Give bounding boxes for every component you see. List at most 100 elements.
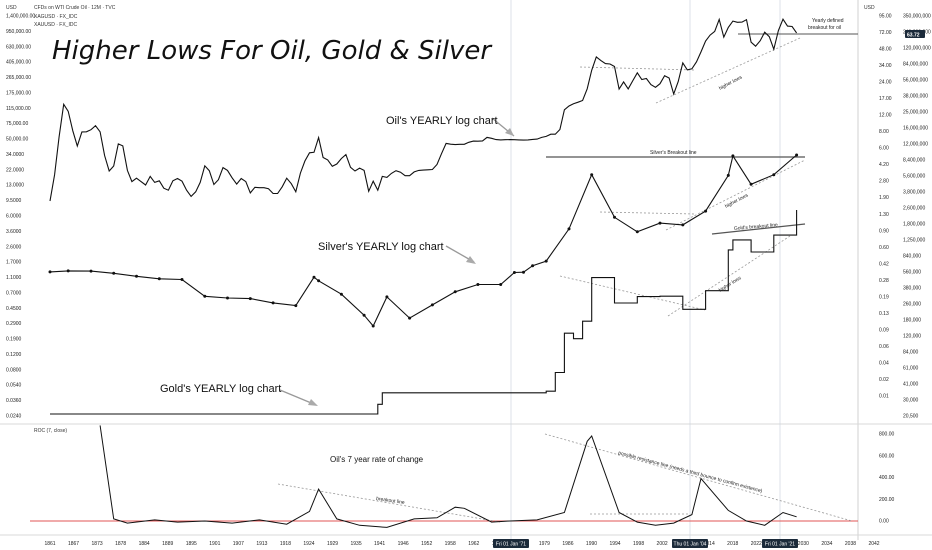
x-axis-label: 1889 [162, 541, 173, 547]
roc-axis-label: 600.00 [879, 453, 895, 459]
silver-higher-lows-line [665, 159, 806, 231]
silver-point [89, 269, 93, 273]
x-highlight-label: Thu 01 Jan '04 [674, 542, 707, 548]
x-axis-label: 1913 [256, 541, 267, 547]
left-axis-label: 0.0800 [6, 367, 22, 373]
x-axis-label: 1895 [186, 541, 197, 547]
roc-7-close--line [99, 425, 797, 528]
right-axis-oil-label: 0.19 [879, 294, 889, 300]
x-axis-label: 1958 [445, 541, 456, 547]
right-axis-wide-label: 20,500 [903, 414, 919, 420]
right-axis-wide-label: 120,000,000 [903, 46, 931, 52]
silver-point [408, 316, 412, 320]
symbol-line: CFDs on WTI Crude Oil · 12M · TVC [34, 5, 116, 11]
left-axis-label: 630,000.00 [6, 44, 31, 50]
price-badge-text: 63.72 [907, 33, 920, 39]
price-badge: 63.72 [905, 30, 925, 39]
right-axis-oil-label: 6.00 [879, 146, 889, 152]
gold-arrow-head [308, 399, 318, 406]
silver-point [795, 153, 799, 157]
silver-point [248, 297, 252, 301]
x-axis-label: 1935 [350, 541, 361, 547]
right-axis-wide-label: 2,600,000 [903, 206, 925, 212]
left-axis-label: 1.7000 [6, 260, 22, 266]
right-axis-wide-label: 56,000,000 [903, 78, 928, 84]
silver-point [531, 264, 535, 268]
silver-point [522, 270, 525, 274]
roc-axis-label: 800.00 [879, 432, 895, 438]
silver-point [613, 215, 616, 219]
silver-point [499, 283, 503, 286]
left-axis-label: 3.6000 [6, 229, 22, 235]
silver-point [48, 270, 52, 274]
roc-axis: 800.00 600.00 400.00 200.00 0.00 [879, 432, 895, 525]
x-axis-label: 1918 [280, 541, 291, 547]
overlay-gold: XAUUSD · FX_IDC [34, 22, 77, 28]
silver-label: Silver's YEARLY log chart [318, 241, 444, 253]
x-highlights: Fri 01 Jan '71 Thu 01 Jan '04 Fri 01 Jan '… [493, 539, 798, 548]
right-axis-oil-label: 0.01 [879, 394, 889, 400]
right-axis-oil-label: 0.02 [879, 377, 889, 383]
silver-point [726, 173, 730, 177]
right-axis-wide-label: 1,800,000 [903, 222, 925, 228]
x-axis-label: 2034 [821, 541, 832, 547]
right-axis-oil-label: 2.80 [879, 179, 889, 185]
left-axis-label: 13.0000 [6, 183, 24, 189]
x-axis-label: 1986 [562, 541, 573, 547]
left-axis-label: 2.6000 [6, 244, 22, 250]
left-axis-label: 75,000.00 [6, 121, 28, 127]
yearly-defined-2: breakout for oil [808, 25, 841, 31]
roc-breakout-label: breakout line [376, 496, 405, 506]
left-axis-label: 175,000.00 [6, 90, 31, 96]
gold-label: Gold's YEARLY log chart [160, 383, 281, 395]
silver-point [135, 274, 138, 278]
left-axis-label: 34.0000 [6, 152, 24, 158]
left-axis-label: 0.1200 [6, 352, 22, 358]
x-highlight-bg [493, 539, 529, 548]
right-axis-oil-label: 95.00 [879, 14, 892, 20]
x-axis-label: 1878 [115, 541, 126, 547]
right-axis-wide-label: 260,000 [903, 302, 921, 308]
silver-point [317, 279, 321, 283]
right-axis-wide: 350,000,000240,000,000120,000,00084,000,… [903, 14, 931, 420]
silver-point [704, 209, 708, 213]
x-axis-label: 1907 [233, 541, 244, 547]
silver-arrow-head [466, 256, 476, 264]
silver-point [371, 324, 375, 328]
x-axis-label: 1990 [586, 541, 597, 547]
indicator-label: ROC (7, close) [34, 428, 67, 434]
right-axis-wide-label: 61,000 [903, 366, 919, 372]
left-axis-label: 0.0240 [6, 414, 22, 420]
right-axis-wide-label: 1,250,000 [903, 238, 925, 244]
x-axis-label: 1924 [303, 541, 314, 547]
right-axis-wide-label: 16,000,000 [903, 126, 928, 132]
left-axis-label: 0.7000 [6, 290, 22, 296]
left-axis-label: 50,000.00 [6, 137, 28, 143]
silver-point [294, 304, 298, 308]
right-axis-wide-label: 38,000,000 [903, 94, 928, 100]
left-axis-label: 22.0000 [6, 167, 24, 173]
silver-point [635, 230, 639, 234]
right-axis-oil-label: 72.00 [879, 30, 892, 36]
right-axis-oil-label: 0.90 [879, 228, 889, 234]
left-axis-label: 115,000.00 [6, 106, 31, 112]
right-axis-oil-label: 12.00 [879, 113, 892, 119]
right-axis-oil: 95.00 72.00 48.00 34.00 24.00 17.00 12.00 8.00 6… [879, 14, 892, 400]
left-axis-label: 6.0000 [6, 214, 22, 220]
left-axis-label: 950,000.00 [6, 29, 31, 35]
x-axis-label: 2042 [868, 541, 879, 547]
silver-dotted-range [599, 211, 696, 215]
x-axis-label: 1873 [92, 541, 103, 547]
x-highlight-label: Fri 01 Jan '71 [496, 542, 526, 548]
right-axis-wide-label: 5,600,000 [903, 174, 925, 180]
left-axis-label: 0.4500 [6, 306, 22, 312]
x-axis-label: 2018 [727, 541, 738, 547]
silver-point [567, 227, 571, 231]
x-axis-label: 1941 [374, 541, 385, 547]
right-axis-oil-label: 1.30 [879, 212, 889, 218]
right-axis-oil-label: 0.28 [879, 278, 889, 284]
oil-dotted-range [579, 66, 696, 71]
